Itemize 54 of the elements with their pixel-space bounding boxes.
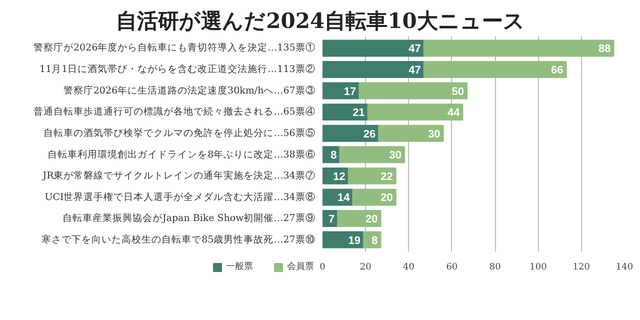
bar [352, 188, 396, 206]
data-label: 19 [348, 234, 360, 247]
data-label: 50 [452, 86, 464, 98]
y-tick-label: 警察庁が2026年度から自転車にも青切符導入を決定…135票① [34, 42, 316, 54]
y-tick-label: 警察庁2026年に生活道路の法定速度30km/hへ…67票③ [63, 84, 316, 96]
y-tick-label: JR東が常磐線でサイクルトレインの通年実施を決定…34票⑦ [42, 170, 316, 182]
data-label: 30 [428, 128, 440, 140]
bar [423, 40, 614, 57]
data-label: 8 [372, 234, 378, 247]
data-label: 88 [598, 43, 611, 56]
data-label: 22 [380, 170, 393, 183]
data-label: 47 [408, 64, 421, 76]
x-tick-label: 120 [572, 262, 590, 272]
chart-title: 自活研が選んだ2024自転車10大ニュース [116, 8, 525, 33]
legend-label: 一般票 [226, 261, 253, 273]
data-label: 44 [447, 107, 461, 120]
bar [339, 146, 405, 164]
bar [348, 167, 396, 184]
x-tick-label: 140 [616, 262, 634, 272]
bar [378, 124, 444, 142]
y-tick-label: 自転車の酒気帯び検挙でクルマの免許を停止処分に…56票⑤ [44, 126, 316, 139]
x-tick-label: 100 [530, 262, 548, 272]
bar [322, 104, 368, 121]
data-label: 14 [337, 192, 351, 204]
data-label: 17 [344, 86, 356, 98]
bar [322, 61, 424, 78]
x-tick-label: 20 [360, 262, 372, 272]
data-label: 20 [366, 214, 378, 226]
x-tick-label: 60 [446, 262, 458, 272]
data-label: 8 [330, 150, 337, 162]
y-tick-label: 自転車利用環境創出ガイドラインを8年ぶりに改定…38票⑥ [48, 148, 316, 160]
data-label: 30 [389, 150, 402, 162]
data-label: 12 [333, 170, 346, 183]
legend-label: 会員票 [287, 260, 314, 273]
data-label: 47 [408, 43, 421, 56]
bar [337, 210, 382, 227]
bar [358, 82, 468, 100]
data-label: 21 [352, 107, 365, 120]
bar [322, 40, 424, 57]
bar [423, 61, 567, 78]
y-tick-label: UCI世界選手権で日本人選手が全メダル含む大活躍…34票⑧ [44, 190, 316, 203]
y-tick-label: 普通自転車歩道通行可の標識が各地で続々撤去される…65票④ [34, 106, 316, 118]
x-tick-label: 80 [489, 262, 502, 272]
data-label: 7 [328, 214, 335, 226]
x-tick-label: 40 [403, 262, 415, 272]
data-label: 20 [380, 192, 393, 204]
bar [367, 104, 464, 121]
y-tick-label: 寒さで下を向いた高校生の自転車で85歳男性事故死…27票⑩ [42, 234, 316, 246]
y-tick-label: 11月1日に酒気帯び・ながらを含む改正道交法施行…113票② [40, 63, 316, 76]
data-label: 66 [551, 64, 564, 76]
x-tick-label: 0 [320, 262, 326, 272]
y-tick-label: 自転車産業振興協会がJapan Bike Show初開催…27票⑨ [62, 212, 316, 224]
data-label: 26 [363, 128, 376, 140]
bar [322, 124, 380, 142]
